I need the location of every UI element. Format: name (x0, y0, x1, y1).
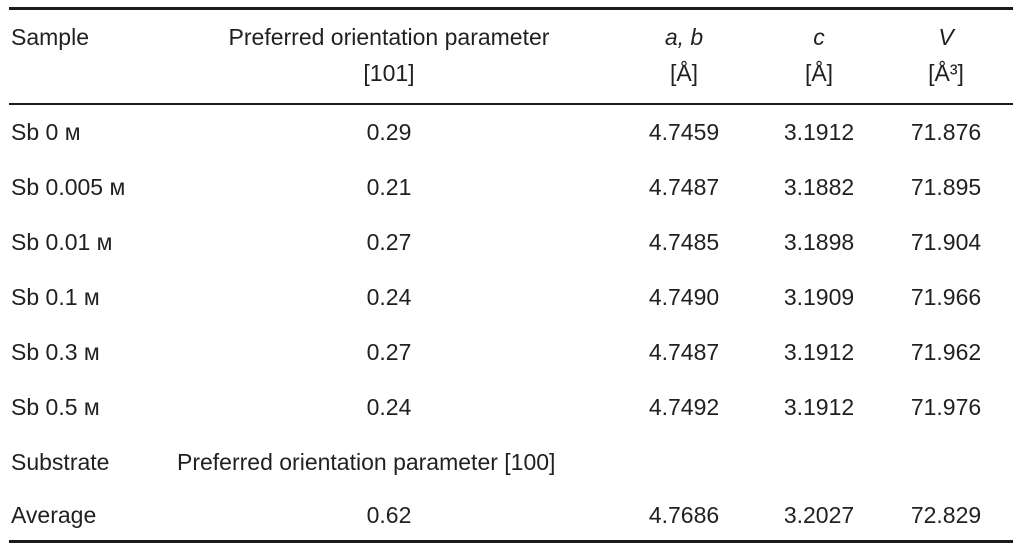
cell-v: 71.904 (910, 229, 982, 256)
table-row: Sb 0.005 ᴍ 0.21 4.7487 3.1882 71.895 (9, 160, 1013, 215)
col-header-sample: Sample (9, 7, 169, 106)
cell-c: 3.1898 (783, 229, 855, 256)
average-row: Average 0.62 4.7686 3.2027 72.829 (9, 490, 1013, 544)
col-header-v-label: V (938, 24, 954, 50)
cell-param: 0.62 (169, 490, 609, 544)
col-header-c-label: c (813, 24, 825, 50)
cell-ab: 4.7490 (648, 284, 720, 311)
cell-ab: 4.7487 (648, 339, 720, 366)
col-header-c: c [Å] (759, 7, 879, 106)
cell-param: 0.27 (366, 339, 412, 366)
cell-c: 3.1912 (783, 394, 855, 421)
cell-v: 72.829 (879, 490, 1013, 544)
col-header-sample-label: Sample (11, 24, 89, 50)
col-header-ab-label: a, b (664, 24, 704, 50)
cell-c: 3.1909 (783, 284, 855, 311)
cell-param: 0.24 (366, 284, 412, 311)
col-header-ab-sub: [Å] (669, 59, 699, 86)
cell-ab: 4.7492 (648, 394, 720, 421)
paper-table-figure: Sample Preferred orientation parameter [… (0, 7, 1028, 548)
col-header-v: V [Å³] (879, 7, 1013, 106)
cell-sample: Sb 0.1 ᴍ (11, 284, 100, 311)
cell-v: 71.962 (910, 339, 982, 366)
cell-sample: Sb 0.3 ᴍ (11, 339, 100, 366)
cell-c: 3.1912 (783, 339, 855, 366)
cell-ab: 4.7686 (609, 490, 759, 544)
cell-v: 71.876 (910, 119, 982, 146)
cell-v: 71.895 (910, 174, 982, 201)
table-row: Sb 0.3 ᴍ 0.27 4.7487 3.1912 71.962 (9, 325, 1013, 380)
table-row: Sb 0.01 ᴍ 0.27 4.7485 3.1898 71.904 (9, 215, 1013, 270)
cell-sample: Average (9, 490, 169, 544)
table-row: Sb 0.1 ᴍ 0.24 4.7490 3.1909 71.966 (9, 270, 1013, 325)
cell-param: 0.24 (366, 394, 412, 421)
cell-v: 71.976 (910, 394, 982, 421)
cell-sample: Sb 0.01 ᴍ (11, 229, 113, 256)
header-row: Sample Preferred orientation parameter [… (9, 7, 1013, 106)
cell-sample: Substrate (11, 449, 110, 476)
cell-sample: Sb 0.005 ᴍ (11, 174, 126, 201)
cell-ab: 4.7459 (648, 119, 720, 146)
cell-ab: 4.7487 (648, 174, 720, 201)
col-header-param: Preferred orientation parameter [101] (169, 7, 609, 106)
col-header-c-sub: [Å] (804, 59, 834, 86)
col-header-param-sub: [101] (363, 59, 415, 86)
cell-c: 3.1882 (783, 174, 855, 201)
col-header-param-label: Preferred orientation parameter (228, 24, 550, 50)
substrate-note: Preferred orientation parameter [100] (177, 449, 556, 476)
cell-param: 0.29 (366, 119, 412, 146)
col-header-v-sub: [Å³] (928, 59, 964, 86)
table-row: Sb 0 ᴍ 0.29 4.7459 3.1912 71.876 (9, 104, 1013, 160)
cell-sample: Sb 0 ᴍ (11, 119, 81, 146)
cell-sample: Sb 0.5 ᴍ (11, 394, 100, 421)
cell-param: 0.27 (366, 229, 412, 256)
cell-param: 0.21 (366, 174, 412, 201)
table-row: Sb 0.5 ᴍ 0.24 4.7492 3.1912 71.976 (9, 380, 1013, 435)
cell-v: 71.966 (910, 284, 982, 311)
substrate-row: Substrate Preferred orientation paramete… (9, 435, 1013, 490)
cell-c: 3.1912 (783, 119, 855, 146)
crystallography-table: Sample Preferred orientation parameter [… (9, 7, 1013, 544)
col-header-ab: a, b [Å] (609, 7, 759, 106)
cell-ab: 4.7485 (648, 229, 720, 256)
cell-c: 3.2027 (759, 490, 879, 544)
